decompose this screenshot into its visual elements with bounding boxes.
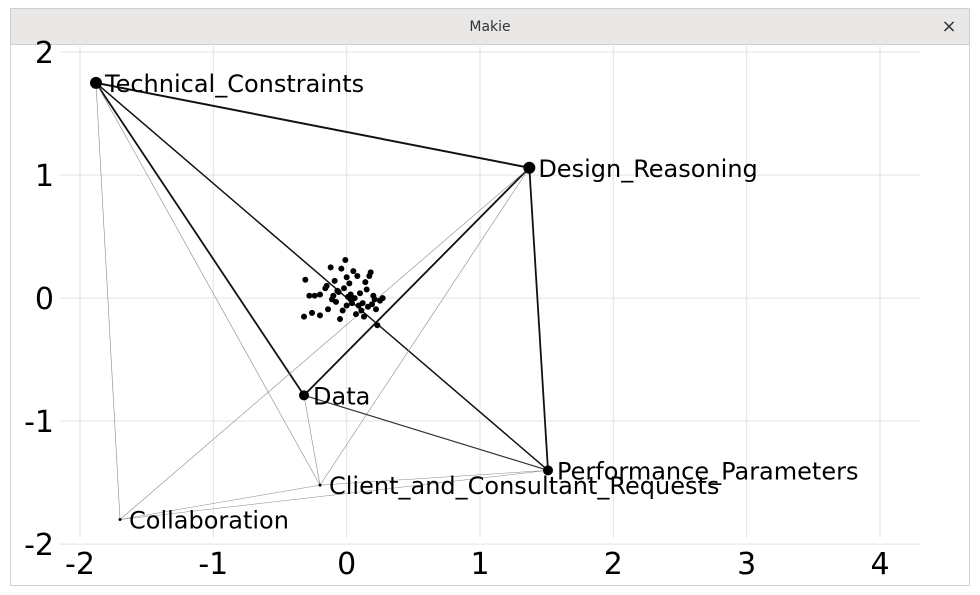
y-tick-label: -1	[24, 405, 54, 440]
cluster-point	[343, 302, 350, 309]
cluster-point	[362, 279, 369, 286]
cluster-point	[357, 290, 363, 297]
x-tick-label: 0	[337, 547, 356, 582]
cluster-point	[373, 306, 379, 313]
node-label: Data	[313, 382, 370, 410]
node-label: Design_Reasoning	[538, 155, 757, 183]
edge	[303, 394, 549, 471]
cluster-point	[358, 307, 365, 314]
graph-node	[523, 161, 536, 174]
node-label: Performance_Parameters	[557, 457, 858, 485]
cluster-point	[317, 312, 323, 319]
cluster-point	[343, 274, 350, 281]
cluster-point	[331, 277, 338, 284]
cluster-point	[347, 291, 354, 298]
x-tick-label: -2	[65, 547, 95, 582]
cluster-point	[355, 302, 362, 309]
graph-node	[118, 518, 122, 522]
cluster-point	[374, 322, 381, 329]
y-tick-label: 2	[35, 36, 54, 71]
cluster-point	[342, 257, 349, 264]
y-tick-label: 1	[35, 159, 54, 194]
y-tick-label: -2	[24, 528, 54, 563]
edge	[119, 167, 530, 520]
window-title: Makie	[469, 19, 511, 35]
cluster-point	[369, 301, 375, 308]
edge	[95, 82, 549, 471]
graph-node	[299, 390, 309, 401]
cluster-point	[350, 268, 357, 275]
cluster-point	[341, 285, 347, 292]
cluster-point	[363, 286, 370, 293]
y-tick-label: 0	[35, 282, 54, 317]
close-icon[interactable]: ×	[941, 16, 957, 37]
graph-node	[318, 483, 322, 487]
edge	[528, 167, 549, 471]
cluster-point	[337, 316, 343, 323]
graph-node	[90, 76, 102, 89]
edge	[119, 470, 549, 520]
node-label: Collaboration	[129, 507, 289, 535]
cluster-point	[354, 273, 361, 280]
cluster-point	[302, 276, 309, 283]
cluster-point	[367, 269, 374, 276]
cluster-point	[301, 313, 307, 320]
cluster-point	[379, 295, 386, 302]
title-bar[interactable]: Makie ×	[11, 9, 969, 45]
cluster-point	[306, 292, 313, 299]
cluster-point	[329, 296, 335, 303]
cluster-point	[346, 280, 353, 287]
cluster-point	[317, 291, 323, 298]
x-tick-label: 1	[470, 547, 489, 582]
graph-node	[543, 465, 553, 476]
cluster-point	[338, 265, 345, 272]
cluster-point	[309, 309, 315, 316]
edge	[319, 167, 530, 486]
edge	[95, 82, 321, 486]
cluster-point	[322, 285, 329, 292]
edge	[95, 81, 530, 169]
node-label: Technical_Constraints	[104, 70, 364, 98]
edge	[303, 167, 530, 396]
cluster-point	[361, 313, 367, 320]
node-label: Client_and_Consultant_Requests	[329, 472, 719, 500]
x-tick-label: 3	[737, 547, 756, 582]
edge	[119, 484, 321, 520]
x-tick-label: -1	[198, 547, 228, 582]
app-window: Makie ×	[10, 8, 970, 586]
cluster-point	[325, 306, 331, 313]
edge	[319, 470, 549, 486]
cluster-point	[334, 287, 341, 294]
cluster-point	[371, 296, 378, 303]
edge	[95, 82, 121, 520]
cluster-point	[353, 311, 359, 318]
cluster-point	[339, 307, 346, 314]
cluster-point	[311, 292, 318, 299]
edge	[303, 395, 321, 486]
x-tick-label: 4	[870, 547, 889, 582]
cluster-point	[327, 264, 334, 271]
edge	[95, 82, 305, 396]
x-tick-label: 2	[604, 547, 623, 582]
cluster-point	[347, 296, 354, 303]
